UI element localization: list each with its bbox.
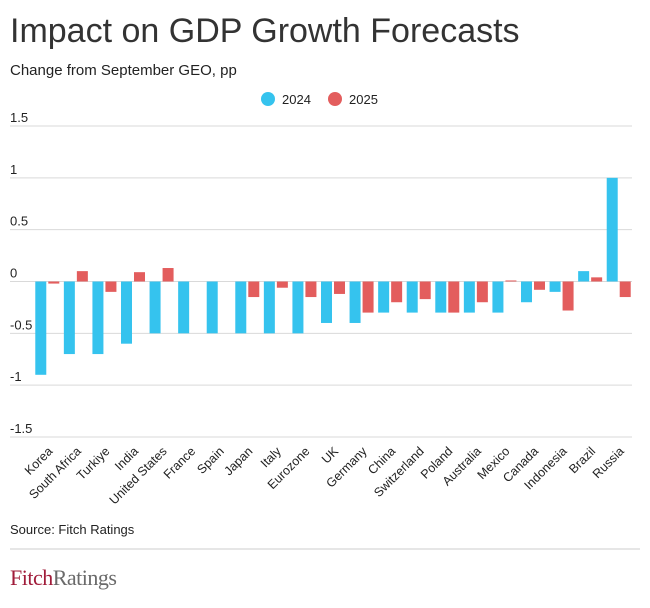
bar	[121, 281, 132, 344]
bar	[378, 281, 390, 313]
legend-label: 2025	[349, 92, 378, 107]
bar	[305, 281, 317, 298]
bar	[235, 281, 247, 334]
bar	[63, 281, 75, 355]
bar	[619, 281, 631, 298]
y-tick-label: 0	[10, 266, 17, 281]
bar	[419, 281, 431, 300]
legend-swatch	[328, 92, 342, 106]
bar	[35, 281, 47, 375]
bar	[92, 281, 104, 355]
bar	[606, 177, 618, 282]
bar	[534, 281, 545, 290]
bar	[206, 281, 218, 334]
bar	[178, 281, 190, 334]
logo: FitchRatings	[10, 565, 116, 590]
bar	[76, 271, 88, 282]
logo-second: Ratings	[53, 565, 117, 590]
bar	[476, 281, 488, 303]
bar	[248, 281, 260, 298]
bar	[591, 277, 603, 282]
x-tick-label: Russia	[590, 444, 627, 481]
y-tick-label: -0.5	[10, 317, 32, 332]
y-tick-label: 1	[10, 162, 17, 177]
y-tick-label: 1.5	[10, 110, 28, 125]
logo-first: Fitch	[10, 565, 53, 590]
bar	[435, 281, 447, 313]
bar	[149, 281, 161, 334]
y-tick-label: 0.5	[10, 214, 28, 229]
x-tick-label: Japan	[221, 444, 255, 478]
bar	[578, 271, 590, 282]
bar	[276, 281, 288, 288]
bar	[349, 281, 361, 323]
x-tick-label: Spain	[194, 444, 227, 477]
bar	[391, 281, 403, 303]
y-tick-label: -1.5	[10, 421, 32, 436]
y-tick-label: -1	[10, 369, 22, 384]
bar	[521, 281, 532, 303]
bar	[263, 281, 275, 334]
bar	[549, 281, 561, 292]
bar	[321, 281, 332, 323]
bar	[463, 281, 475, 313]
legend-label: 2024	[282, 92, 311, 107]
chart-title: Impact on GDP Growth Forecasts	[10, 12, 520, 50]
x-tick-label: UK	[319, 444, 342, 467]
source: Source: Fitch Ratings	[10, 522, 135, 537]
bar	[505, 280, 517, 282]
bar	[362, 281, 374, 313]
legend-swatch	[261, 92, 275, 106]
bar	[292, 281, 304, 334]
bar	[448, 281, 460, 313]
bar	[334, 281, 345, 294]
bar	[406, 281, 418, 313]
bar	[162, 268, 174, 282]
bar	[105, 281, 117, 292]
bar	[48, 281, 60, 284]
x-tick-label: France	[161, 444, 198, 481]
bar	[134, 272, 145, 282]
chart-subtitle: Change from September GEO, pp	[10, 62, 237, 79]
bar	[562, 281, 574, 311]
bar	[492, 281, 504, 313]
